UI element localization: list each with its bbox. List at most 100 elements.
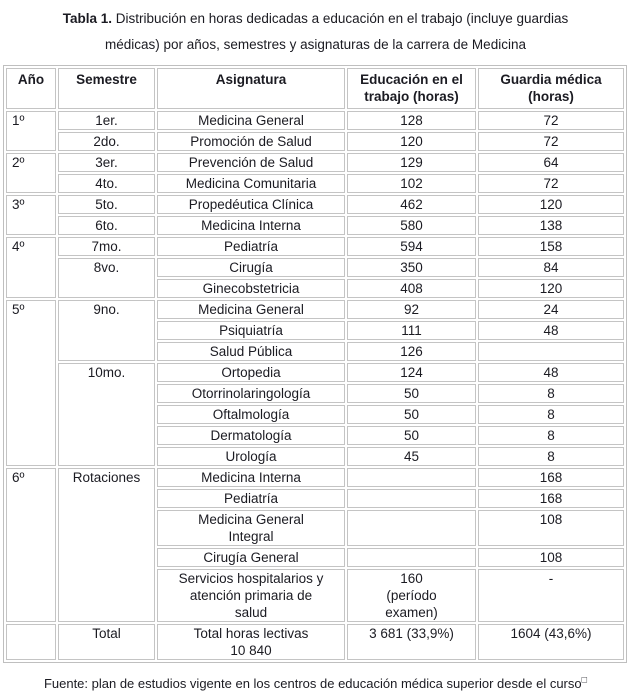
- cell-guard-hours: 24: [478, 300, 624, 319]
- cell-education-hours: 50: [347, 426, 476, 445]
- table-row: Otorrinolaringología 50 8: [6, 384, 624, 403]
- cell-guard-hours: 84: [478, 258, 624, 277]
- table-row: Ginecobstetricia 408 120: [6, 279, 624, 298]
- cell-semester: 9no.: [58, 300, 155, 361]
- cell-guard-hours: 8: [478, 447, 624, 466]
- cell-guard-hours: -: [478, 569, 624, 622]
- table-row: Dermatología 50 8: [6, 426, 624, 445]
- cell-subject: Dermatología: [157, 426, 345, 445]
- cell-semester: 1er.: [58, 111, 155, 130]
- cell-subject: Pediatría: [157, 489, 345, 508]
- cell-year: 1º: [6, 111, 56, 151]
- table-row: Urología 45 8: [6, 447, 624, 466]
- cell-education-hours: [347, 468, 476, 487]
- cell-guard-hours: 168: [478, 468, 624, 487]
- cell-guard-hours: 168: [478, 489, 624, 508]
- cell-guard-hours: 138: [478, 216, 624, 235]
- cell-subject: Medicina General Integral: [157, 510, 345, 546]
- cell-semester: 10mo.: [58, 363, 155, 466]
- cell-guard-hours: 1604 (43,6%): [478, 624, 624, 660]
- cell-subject: Psiquiatría: [157, 321, 345, 340]
- table-row: 1º 1er. Medicina General 128 72: [6, 111, 624, 151]
- cell-education-hours: 350: [347, 258, 476, 277]
- source-note: Fuente: plan de estudios vigente en los …: [3, 671, 628, 700]
- cell-semester: 5to.: [58, 195, 155, 214]
- table-row: 4º 7mo. Pediatría 594 158: [6, 237, 624, 298]
- header-subject: Asignatura: [157, 68, 345, 109]
- cell-guard-hours: 8: [478, 405, 624, 424]
- cell-education-hours: [347, 489, 476, 508]
- cell-subject: Total horas lectivas 10 840: [157, 624, 345, 660]
- hours-distribution-table: Año Semestre Asignatura Educación en el …: [3, 65, 627, 663]
- cell-education-hours: 594: [347, 237, 476, 256]
- cell-semester: 6to.: [58, 216, 155, 235]
- cell-subject: Cirugía: [157, 258, 345, 277]
- cell-semester: 3er.: [58, 153, 155, 172]
- cell-subject: Pediatría: [157, 237, 345, 256]
- missing-glyph-box: □: [581, 674, 588, 685]
- cell-guard-hours: 120: [478, 279, 624, 298]
- table-caption: Tabla 1. Distribución en horas dedicadas…: [19, 6, 612, 58]
- cell-education-hours: 92: [347, 300, 476, 319]
- cell-education-hours: 50: [347, 384, 476, 403]
- cell-subject: Salud Pública: [157, 342, 345, 361]
- cell-education-hours: 129: [347, 153, 476, 172]
- table-row: 8vo. Cirugía 350 84: [6, 258, 624, 298]
- cell-year: [6, 624, 56, 660]
- cell-semester: 7mo.: [58, 237, 155, 256]
- table-row: 4to. Medicina Comunitaria 102 72: [6, 174, 624, 193]
- cell-year: 5º: [6, 300, 56, 466]
- cell-education-hours: 124: [347, 363, 476, 382]
- cell-guard-hours: 72: [478, 132, 624, 151]
- cell-guard-hours: 48: [478, 321, 624, 340]
- cell-subject: Prevención de Salud: [157, 153, 345, 172]
- table-row: 3º 5to. Propedéutica Clínica 462 120: [6, 195, 624, 235]
- cell-year: 4º: [6, 237, 56, 298]
- header-semester: Semestre: [58, 68, 155, 109]
- cell-subject: Medicina General: [157, 300, 345, 319]
- cell-subject: Medicina Comunitaria: [157, 174, 345, 193]
- cell-education-hours: 111: [347, 321, 476, 340]
- header-education-hours: Educación en el trabajo (horas): [347, 68, 476, 109]
- cell-education-hours: 408: [347, 279, 476, 298]
- table-row: Cirugía General 108: [6, 548, 624, 567]
- header-year: Año: [6, 68, 56, 109]
- cell-semester: Total: [58, 624, 155, 660]
- cell-subject: Cirugía General: [157, 548, 345, 567]
- cell-guard-hours: 72: [478, 174, 624, 193]
- cell-subject: Propedéutica Clínica: [157, 195, 345, 214]
- cell-education-hours: [347, 510, 476, 546]
- cell-guard-hours: 48: [478, 363, 624, 382]
- cell-guard-hours: 72: [478, 111, 624, 130]
- table-row: 2do. Promoción de Salud 120 72: [6, 132, 624, 151]
- cell-guard-hours: 108: [478, 510, 624, 546]
- source-note-text: Fuente: plan de estudios vigente en los …: [43, 676, 582, 691]
- cell-subject: Medicina Interna: [157, 216, 345, 235]
- cell-subject: Ortopedia: [157, 363, 345, 382]
- header-row: Año Semestre Asignatura Educación en el …: [6, 68, 624, 109]
- source-note-year: 2015-16.: [3, 696, 628, 700]
- cell-education-hours: 120: [347, 132, 476, 151]
- table-row: 6to. Medicina Interna 580 138: [6, 216, 624, 235]
- table-row: Pediatría 168: [6, 489, 624, 508]
- cell-education-hours: 580: [347, 216, 476, 235]
- cell-subject: Otorrinolaringología: [157, 384, 345, 403]
- cell-guard-hours: 8: [478, 384, 624, 403]
- cell-education-hours: 102: [347, 174, 476, 193]
- cell-education-hours: 126: [347, 342, 476, 361]
- table-row: Psiquiatría 111 48: [6, 321, 624, 340]
- table-caption-label: Tabla 1.: [62, 11, 112, 26]
- cell-guard-hours: 158: [478, 237, 624, 256]
- table-row: 2º 3er. Prevención de Salud 129 64: [6, 153, 624, 193]
- cell-semester: 8vo.: [58, 258, 155, 298]
- cell-year: 2º: [6, 153, 56, 193]
- cell-education-hours: 3 681 (33,9%): [347, 624, 476, 660]
- cell-guard-hours: 64: [478, 153, 624, 172]
- cell-year: 3º: [6, 195, 56, 235]
- cell-subject: Urología: [157, 447, 345, 466]
- table-row: Oftalmología 50 8: [6, 405, 624, 424]
- cell-education-hours: 462: [347, 195, 476, 214]
- table-row: 6º Rotaciones Medicina Interna 168: [6, 468, 624, 622]
- cell-subject: Promoción de Salud: [157, 132, 345, 151]
